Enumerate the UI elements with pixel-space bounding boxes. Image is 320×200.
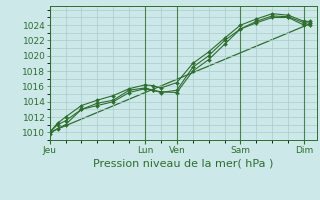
X-axis label: Pression niveau de la mer( hPa ): Pression niveau de la mer( hPa ) [93,159,273,169]
